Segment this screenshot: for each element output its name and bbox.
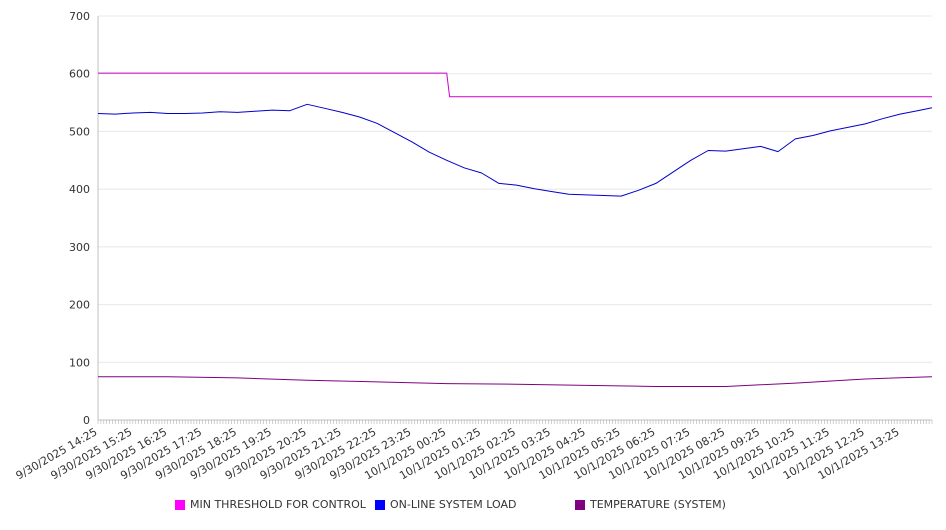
legend-item-min-threshold: MIN THRESHOLD FOR CONTROL bbox=[175, 498, 366, 511]
y-tick-label: 100 bbox=[69, 356, 90, 369]
legend-swatch-system-load bbox=[375, 499, 385, 510]
y-tick-label: 600 bbox=[69, 68, 90, 81]
series-line-2 bbox=[98, 376, 933, 387]
y-tick-label: 0 bbox=[83, 414, 90, 427]
legend-swatch-min-threshold bbox=[175, 499, 185, 510]
chart-legend: MIN THRESHOLD FOR CONTROL ON-LINE SYSTEM… bbox=[0, 498, 946, 518]
legend-label-system-load: ON-LINE SYSTEM LOAD bbox=[390, 498, 517, 511]
y-tick-label: 400 bbox=[69, 183, 90, 196]
legend-label-temperature: TEMPERATURE (SYSTEM) bbox=[590, 498, 726, 511]
y-tick-label: 500 bbox=[69, 125, 90, 138]
series-line-1 bbox=[97, 103, 933, 197]
y-tick-label: 700 bbox=[69, 10, 90, 23]
legend-swatch-temperature bbox=[575, 499, 585, 510]
y-tick-label: 300 bbox=[69, 241, 90, 254]
series-line-0 bbox=[98, 72, 932, 98]
y-tick-label: 200 bbox=[69, 299, 90, 312]
legend-item-temperature: TEMPERATURE (SYSTEM) bbox=[575, 498, 726, 511]
legend-item-system-load: ON-LINE SYSTEM LOAD bbox=[375, 498, 516, 511]
legend-label-min-threshold: MIN THRESHOLD FOR CONTROL bbox=[190, 498, 366, 511]
